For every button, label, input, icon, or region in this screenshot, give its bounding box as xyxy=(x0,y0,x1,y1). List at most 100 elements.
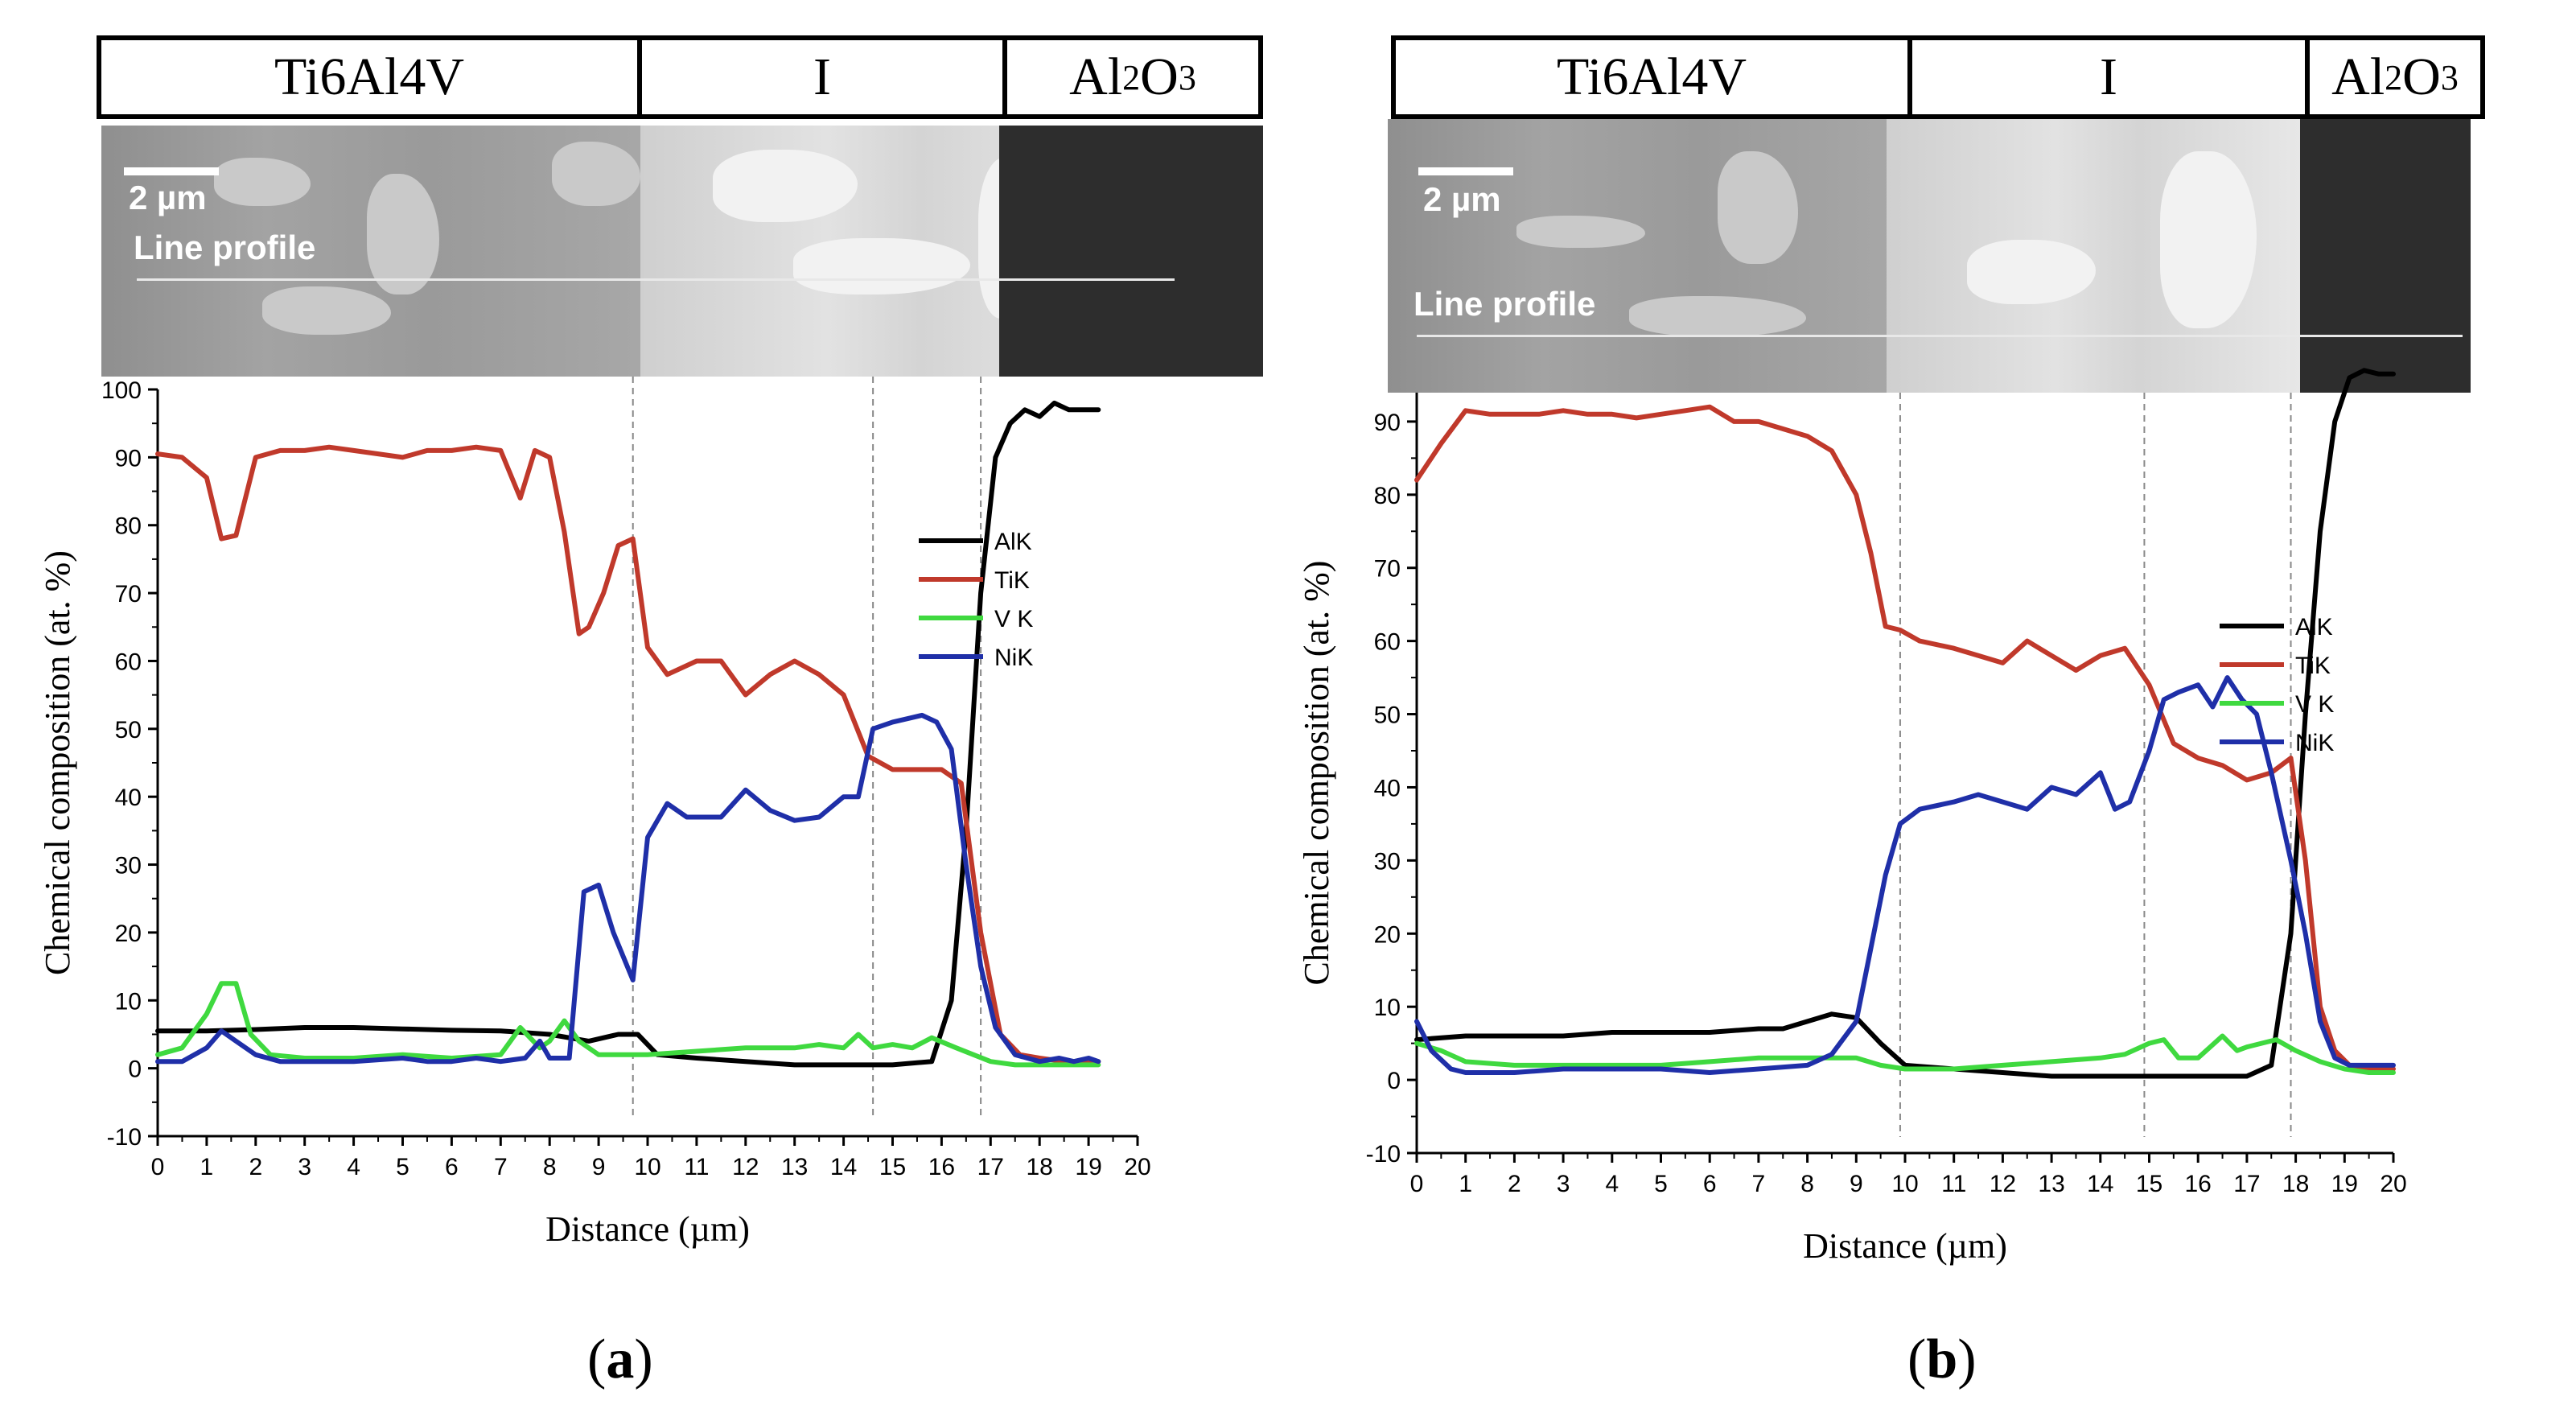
region-label-al2o3: Al 2 O 3 xyxy=(1002,35,1263,119)
caption-a: (a) xyxy=(587,1328,653,1390)
x-axis-title: Distance (µm) xyxy=(1803,1226,2007,1266)
x-tick-label: 8 xyxy=(543,1154,557,1180)
sem-phase xyxy=(1967,240,2096,304)
series-line-tik xyxy=(1414,404,2396,1072)
legend-label-vk: V K xyxy=(994,606,1033,632)
sem-micrograph-a: 2 µm Line profile xyxy=(101,126,1263,377)
x-tick-label: 3 xyxy=(1557,1171,1570,1197)
x-tick-label: 13 xyxy=(2038,1171,2064,1197)
x-tick-label: 13 xyxy=(781,1154,808,1180)
x-tick-label: 18 xyxy=(1027,1154,1053,1180)
y-tick-label: 100 xyxy=(101,377,142,404)
x-tick-label: 19 xyxy=(1075,1154,1101,1180)
y-tick-label: 40 xyxy=(115,785,142,811)
y-tick-label: 50 xyxy=(115,717,142,743)
x-tick-label: 15 xyxy=(2136,1171,2162,1197)
series-line-alk xyxy=(155,400,1101,1068)
x-tick-label: 6 xyxy=(445,1154,459,1180)
x-tick-label: 16 xyxy=(2185,1171,2212,1197)
y-tick-label: 90 xyxy=(115,445,142,472)
series-line-nik xyxy=(155,712,1101,1065)
sem-phase xyxy=(1516,216,1645,248)
y-tick-label: 0 xyxy=(1387,1068,1401,1094)
x-tick-label: 11 xyxy=(684,1154,709,1180)
y-tick-label: -10 xyxy=(107,1124,142,1151)
x-tick-label: 7 xyxy=(1752,1171,1766,1197)
x-tick-label: 4 xyxy=(347,1154,360,1180)
x-tick-label: 3 xyxy=(298,1154,311,1180)
legend-label-vk: V K xyxy=(2295,691,2334,718)
sem-phase xyxy=(367,174,439,294)
x-tick-label: 5 xyxy=(1654,1171,1668,1197)
y-tick-label: 90 xyxy=(1374,410,1401,436)
scale-bar xyxy=(1418,167,1513,175)
x-tick-label: 18 xyxy=(2282,1171,2309,1197)
x-tick-label: 15 xyxy=(879,1154,906,1180)
series-line-alk xyxy=(1414,368,2396,1079)
legend-label-nik: NiK xyxy=(2295,730,2334,756)
x-tick-label: 20 xyxy=(1124,1154,1150,1180)
caption-b: (b) xyxy=(1907,1328,1977,1390)
sem-phase xyxy=(713,150,858,222)
x-tick-label: 10 xyxy=(634,1154,660,1180)
x-tick-label: 4 xyxy=(1605,1171,1619,1197)
x-tick-label: 2 xyxy=(1508,1171,1521,1197)
x-tick-label: 14 xyxy=(2087,1171,2113,1197)
line-profile-label: Line profile xyxy=(1414,285,1596,323)
x-tick-label: 19 xyxy=(2331,1171,2358,1197)
panel-b: Ti6Al4V I Al 2 O 3 2 µm Line profile -10 0 10… xyxy=(1288,0,2576,1421)
scale-bar xyxy=(124,167,219,175)
sem-region-ti6al4v xyxy=(1388,119,1907,393)
x-tick-label: 0 xyxy=(151,1154,165,1180)
x-tick-label: 0 xyxy=(1410,1171,1424,1197)
sem-region-al2o3 xyxy=(999,126,1263,377)
x-tick-label: 14 xyxy=(830,1154,857,1180)
y-tick-label: 40 xyxy=(1374,775,1401,801)
y-tick-label: 60 xyxy=(1374,629,1401,656)
y-tick-label: 30 xyxy=(1374,848,1401,875)
y-axis-title: Chemical composition (at. %) xyxy=(1297,561,1336,986)
region-label-interlayer: I xyxy=(637,35,1007,119)
x-tick-label: 17 xyxy=(977,1154,1004,1180)
x-tick-label: 7 xyxy=(494,1154,508,1180)
y-axis-title: Chemical composition (at. %) xyxy=(38,550,77,975)
series-line-vk xyxy=(1414,1033,2396,1075)
x-tick-label: 20 xyxy=(2380,1171,2406,1197)
x-tick-label: 10 xyxy=(1891,1171,1918,1197)
x-tick-label: 12 xyxy=(1990,1171,2016,1197)
series-line-vk xyxy=(155,981,1101,1068)
x-tick-label: 12 xyxy=(732,1154,759,1180)
sem-phase xyxy=(1629,296,1806,336)
x-tick-label: 9 xyxy=(592,1154,606,1180)
line-profile-label: Line profile xyxy=(134,229,316,266)
y-tick-label: 70 xyxy=(115,581,142,608)
x-tick-label: 9 xyxy=(1850,1171,1863,1197)
region-label-ti6al4v: Ti6Al4V xyxy=(97,35,642,119)
x-tick-label: 16 xyxy=(928,1154,955,1180)
legend-label-tik: TiK xyxy=(994,567,1030,594)
x-tick-label: 17 xyxy=(2233,1171,2260,1197)
sem-phase xyxy=(552,142,640,206)
y-tick-label: 0 xyxy=(128,1056,142,1083)
legend-label-nik: NiK xyxy=(994,645,1033,671)
sem-phase xyxy=(262,286,391,335)
x-tick-label: 6 xyxy=(1703,1171,1717,1197)
x-tick-label: 1 xyxy=(200,1154,214,1180)
series-line-tik xyxy=(155,444,1101,1065)
sem-phase xyxy=(793,238,970,294)
y-tick-label: 10 xyxy=(1374,995,1401,1021)
legend-label-tik: TiK xyxy=(2295,653,2331,679)
y-tick-label: 80 xyxy=(1374,483,1401,509)
x-tick-label: 8 xyxy=(1800,1171,1814,1197)
y-tick-label: 70 xyxy=(1374,556,1401,583)
sem-phase xyxy=(214,158,311,206)
x-tick-label: 2 xyxy=(249,1154,262,1180)
y-tick-label: -10 xyxy=(1366,1141,1401,1168)
x-axis-title: Distance (µm) xyxy=(545,1209,750,1249)
x-tick-label: 11 xyxy=(1941,1171,1966,1197)
line-profile-marker xyxy=(1417,335,2463,337)
sem-phase xyxy=(2160,151,2257,328)
y-tick-label: 10 xyxy=(115,988,142,1015)
